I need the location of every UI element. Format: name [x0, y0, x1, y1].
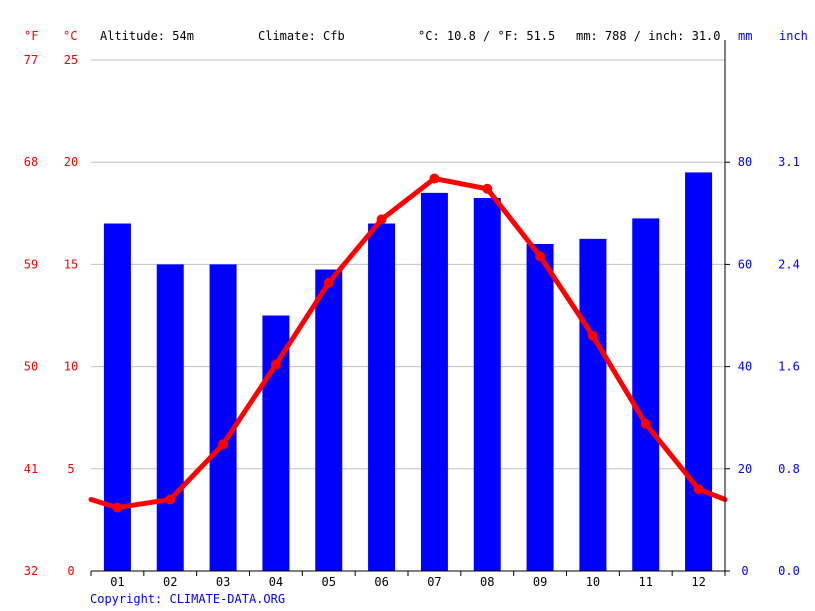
precipitation-bar — [262, 315, 290, 571]
fahrenheit-tick-label: 32 — [24, 564, 38, 578]
copyright-text: Copyright: CLIMATE-DATA.ORG — [90, 592, 286, 606]
precipitation-bar — [579, 238, 607, 571]
mm-tick-label: 0 — [741, 564, 748, 578]
x-tick-label: 01 — [110, 575, 124, 589]
temperature-point — [482, 183, 493, 194]
tick-labels: 01 02 03 04 05 06 07 08 09 10 11 12 0 32 5 41 10 50 15 59 20… — [24, 53, 800, 589]
x-tick-label: 06 — [374, 575, 388, 589]
unit-celsius-label: °C — [63, 29, 78, 43]
x-tick-label: 07 — [427, 575, 441, 589]
precipitation-bar — [368, 223, 396, 571]
temperature-point — [112, 502, 123, 513]
total-precipitation-label: mm: 788 / inch: 31.0 — [576, 29, 721, 43]
mm-tick-label: 60 — [738, 257, 752, 271]
precipitation-bar — [632, 218, 660, 571]
grid-lines — [91, 59, 725, 470]
x-tick-label: 09 — [533, 575, 547, 589]
fahrenheit-tick-label: 77 — [24, 53, 38, 67]
average-temperature-label: °C: 10.8 / °F: 51.5 — [418, 29, 556, 43]
precipitation-bar — [420, 192, 448, 572]
x-tick-label: 08 — [480, 575, 494, 589]
fahrenheit-tick-label: 41 — [24, 462, 38, 476]
precipitation-bar — [156, 264, 184, 571]
celsius-tick-label: 15 — [64, 257, 78, 271]
celsius-tick-label: 5 — [67, 462, 74, 476]
inch-tick-label: 1.6 — [778, 360, 800, 374]
axes — [90, 40, 730, 576]
precipitation-bar — [103, 223, 131, 571]
temperature-point — [323, 277, 334, 288]
precipitation-bar — [209, 264, 237, 571]
inch-tick-label: 2.4 — [778, 257, 800, 271]
fahrenheit-tick-label: 59 — [24, 257, 38, 271]
precipitation-bar — [473, 197, 501, 571]
x-tick-label: 05 — [322, 575, 336, 589]
x-tick-label: 12 — [691, 575, 705, 589]
temperature-point — [376, 214, 387, 225]
mm-tick-label: 40 — [738, 360, 752, 374]
inch-tick-label: 0.0 — [778, 564, 800, 578]
mm-tick-label: 20 — [738, 462, 752, 476]
unit-fahrenheit-label: °F — [24, 29, 39, 43]
mm-tick-label: 80 — [738, 155, 752, 169]
x-tick-label: 03 — [216, 575, 230, 589]
temperature-point — [535, 251, 546, 262]
fahrenheit-tick-label: 50 — [24, 360, 38, 374]
x-tick-label: 04 — [269, 575, 283, 589]
temperature-point — [270, 359, 281, 370]
precipitation-bar — [526, 243, 554, 571]
x-tick-label: 11 — [639, 575, 653, 589]
celsius-tick-label: 20 — [64, 155, 78, 169]
temperature-point — [218, 439, 229, 450]
temperature-point — [640, 418, 651, 429]
celsius-tick-label: 0 — [67, 564, 74, 578]
fahrenheit-tick-label: 68 — [24, 155, 38, 169]
precipitation-bar — [685, 172, 713, 572]
celsius-tick-label: 25 — [64, 53, 78, 67]
inch-tick-label: 0.8 — [778, 462, 800, 476]
temperature-point — [587, 330, 598, 341]
temperature-line — [88, 173, 728, 513]
temperature-series-line — [88, 176, 728, 511]
temperature-point — [693, 484, 704, 495]
unit-mm-label: mm — [738, 29, 753, 43]
precipitation-bar — [315, 269, 343, 571]
x-tick-label: 10 — [586, 575, 600, 589]
altitude-label: Altitude: 54m — [100, 29, 194, 43]
x-tick-label: 02 — [163, 575, 177, 589]
unit-inch-label: inch — [779, 29, 808, 43]
celsius-tick-label: 10 — [64, 360, 78, 374]
temperature-point — [165, 494, 176, 505]
climate-label: Climate: Cfb — [258, 29, 345, 43]
precipitation-bars — [103, 172, 713, 572]
temperature-point — [429, 173, 440, 184]
inch-tick-label: 3.1 — [778, 155, 800, 169]
